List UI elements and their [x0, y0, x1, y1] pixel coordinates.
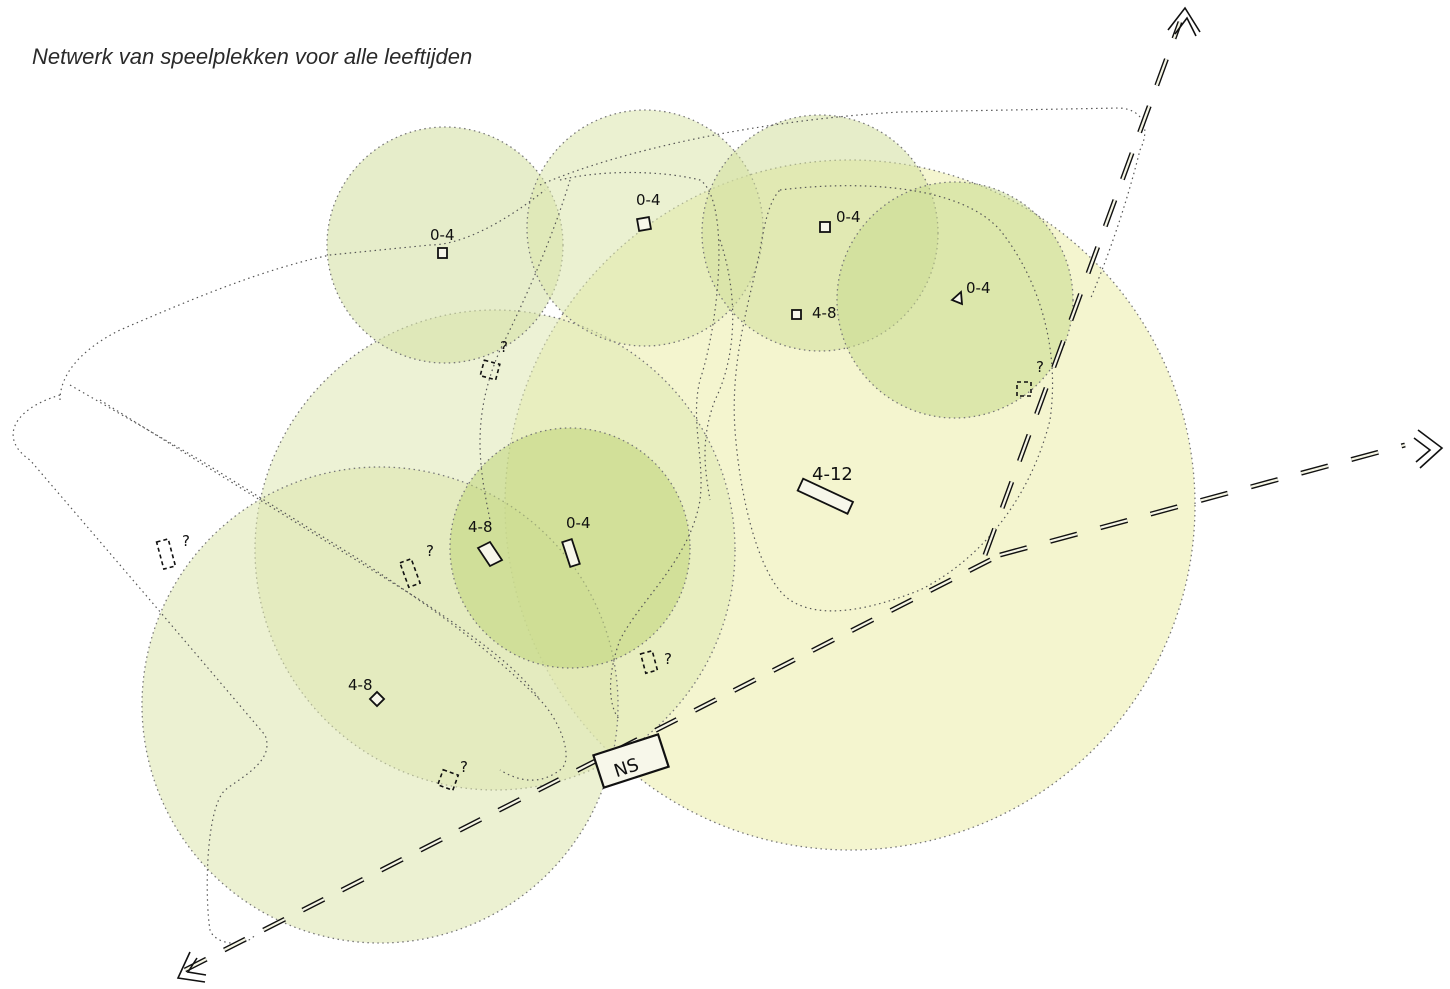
arrow-icon — [1167, 6, 1201, 37]
age-label-far-right: 0-4 — [966, 279, 991, 297]
question-mark-6: ? — [460, 758, 468, 776]
marker-top-mid — [636, 216, 652, 232]
age-label-top-right-b: 4-8 — [812, 304, 837, 322]
age-label-top-left: 0-4 — [430, 226, 455, 244]
diagram-subtitle: Netwerk van speelplekken voor alle leeft… — [32, 44, 473, 69]
age-label-top-mid: 0-4 — [636, 191, 661, 209]
question-marks: ? ? ? ? ? ? — [182, 338, 1044, 776]
age-label-large-center: 4-12 — [812, 464, 853, 485]
area-outlines — [12, 107, 1146, 944]
arrow-icon — [1413, 429, 1444, 469]
age-label-lower-left: 4-8 — [348, 676, 373, 694]
coverage-circle-top-left — [326, 126, 564, 364]
outline-diagonal-strip — [69, 384, 567, 781]
age-labels: 0-4 0-4 0-4 4-8 0-4 4-8 0-4 4-12 4-8 — [348, 191, 991, 694]
question-mark-1: ? — [500, 338, 508, 356]
outline-right-block — [733, 185, 1054, 612]
marker-large-center — [796, 477, 855, 515]
route-inner — [184, 21, 1406, 971]
marker-lower-left — [368, 690, 386, 708]
uncertain-marker-2 — [1016, 381, 1032, 397]
marker-center-b — [561, 537, 581, 569]
playground-markers — [368, 216, 964, 708]
marker-far-right — [950, 290, 964, 306]
uncertain-marker-4 — [398, 557, 422, 589]
uncertain-markers — [155, 359, 1032, 792]
question-mark-3: ? — [182, 532, 190, 550]
marker-top-right-b — [791, 309, 802, 320]
outline-center-block — [559, 171, 720, 721]
station: NS — [592, 732, 670, 790]
uncertain-marker-1 — [479, 359, 501, 381]
uncertain-marker-5 — [639, 649, 659, 675]
question-mark-4: ? — [426, 542, 434, 560]
arrow-icons — [176, 6, 1444, 983]
age-label-center-b: 0-4 — [566, 514, 591, 532]
age-label-top-right-a: 0-4 — [836, 208, 861, 226]
coverage-circles — [141, 109, 1196, 944]
uncertain-marker-3 — [155, 537, 177, 571]
marker-top-right-a — [819, 221, 831, 233]
arrow-icon — [176, 951, 207, 983]
marker-center-a — [476, 540, 504, 568]
marker-top-left — [437, 247, 448, 259]
uncertain-marker-6 — [436, 768, 460, 792]
station-box — [592, 732, 670, 790]
age-label-center-a: 4-8 — [468, 518, 493, 536]
question-mark-5: ? — [664, 650, 672, 668]
outline-long-corridor — [59, 189, 546, 401]
question-mark-2: ? — [1036, 358, 1044, 376]
outline-left-block — [12, 394, 268, 944]
